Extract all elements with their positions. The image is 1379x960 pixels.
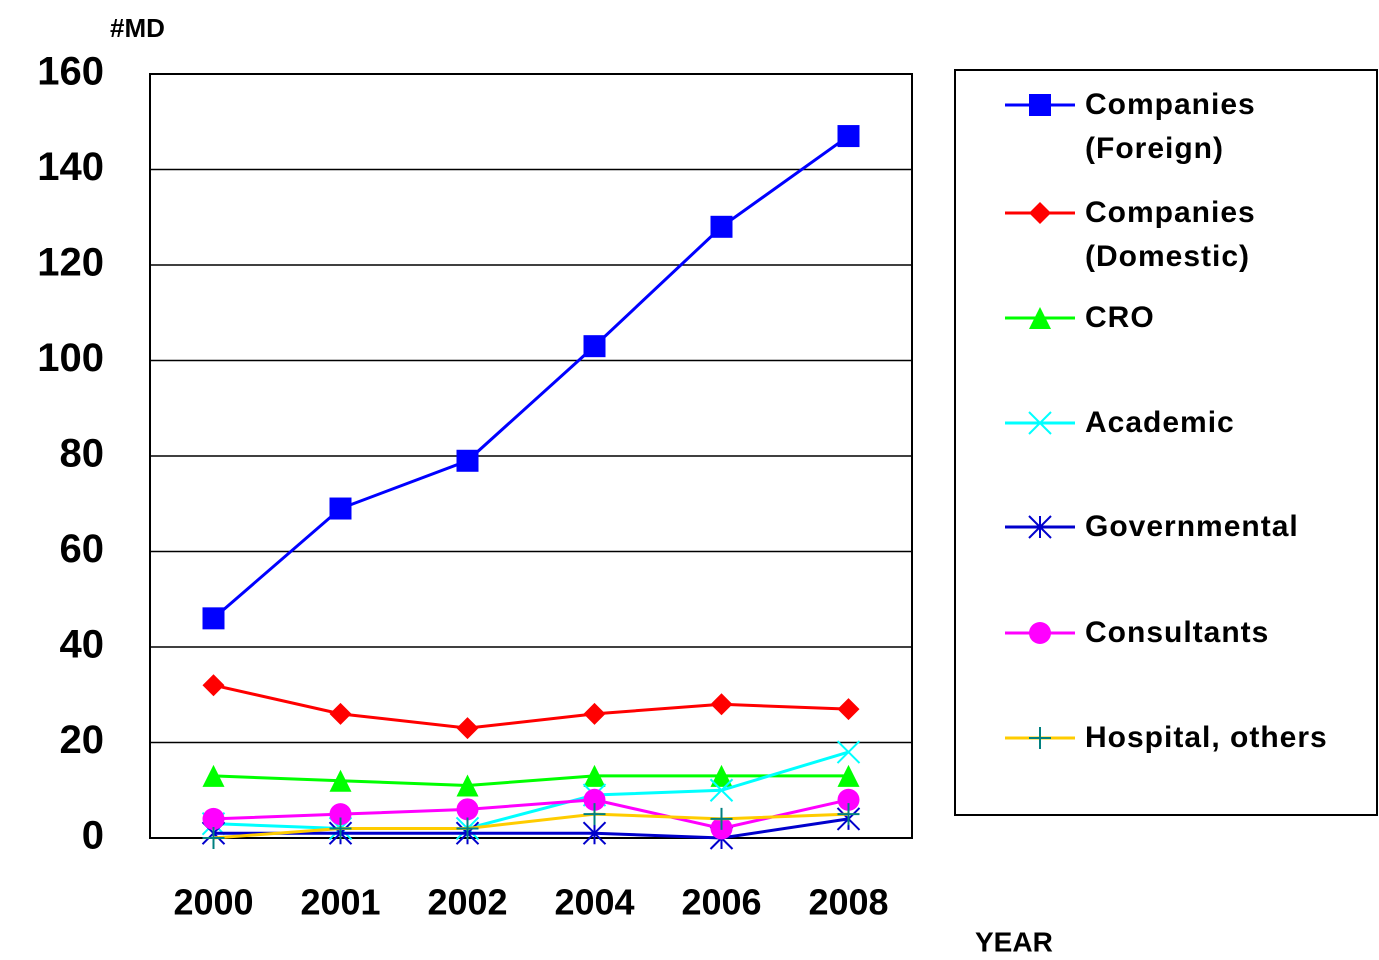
legend-label: Companies (Foreign) — [1085, 88, 1256, 165]
y-tick-label: 160 — [37, 50, 104, 94]
x-tick-label: 2002 — [427, 882, 507, 923]
marker — [836, 740, 861, 764]
x-tick-label: 2001 — [300, 882, 380, 923]
x-tick-label: 2000 — [173, 882, 253, 923]
y-tick-label: 120 — [37, 241, 104, 285]
marker — [456, 717, 479, 740]
marker — [329, 769, 352, 792]
y-tick-label: 0 — [82, 814, 104, 858]
marker — [837, 803, 860, 826]
y-tick-label: 40 — [60, 623, 105, 667]
series-line — [213, 774, 849, 787]
marker — [202, 764, 225, 787]
x-tick-label: 2006 — [681, 882, 761, 923]
marker — [710, 764, 733, 787]
x-tick-label: 2004 — [554, 882, 634, 923]
marker — [329, 497, 352, 520]
marker — [1028, 411, 1052, 435]
series-line — [213, 683, 849, 730]
marker — [329, 702, 352, 725]
series-line — [213, 817, 849, 840]
marker — [583, 335, 606, 358]
marker — [583, 764, 606, 787]
marker — [837, 125, 860, 148]
marker — [1029, 307, 1051, 329]
marker — [456, 817, 479, 840]
marker — [456, 774, 479, 797]
legend-label: Governmental — [1085, 510, 1299, 543]
series-line — [212, 134, 850, 620]
marker — [1029, 202, 1051, 224]
marker — [1028, 515, 1052, 539]
marker — [710, 693, 733, 716]
marker — [709, 778, 734, 802]
marker — [583, 788, 606, 811]
x-axis-label: YEAR — [975, 926, 1053, 957]
legend-label: Hospital, others — [1085, 721, 1328, 754]
marker — [1029, 94, 1051, 116]
marker — [710, 215, 733, 238]
marker — [1029, 727, 1051, 749]
marker — [837, 698, 860, 721]
marker — [583, 803, 606, 826]
marker — [582, 821, 607, 845]
legend-label: Academic — [1085, 406, 1235, 439]
series-line — [213, 798, 849, 830]
marker — [456, 798, 479, 821]
y-tick-label: 140 — [37, 145, 104, 189]
y-tick-label: 80 — [60, 432, 105, 476]
marker — [202, 674, 225, 697]
marker — [456, 449, 479, 472]
series-line — [213, 812, 849, 840]
plot-border — [149, 73, 913, 839]
legend-box — [954, 69, 1378, 816]
marker — [837, 788, 860, 811]
marker — [202, 807, 225, 830]
legend-label: Consultants — [1085, 616, 1270, 649]
marker — [837, 764, 860, 787]
marker — [202, 607, 225, 630]
marker — [202, 827, 225, 849]
legend-label: CRO — [1085, 301, 1155, 334]
y-tick-label: 60 — [60, 527, 105, 571]
series-line — [213, 750, 849, 830]
y-tick-label: 100 — [37, 336, 104, 380]
marker — [710, 807, 733, 830]
marker — [329, 803, 352, 826]
y-axis-label: #MD — [110, 13, 165, 43]
x-tick-label: 2008 — [808, 882, 888, 923]
y-tick-label: 20 — [60, 718, 105, 762]
marker — [583, 702, 606, 725]
legend-label: Companies (Domestic) — [1085, 196, 1256, 273]
marker — [329, 817, 352, 840]
marker — [1029, 622, 1051, 644]
